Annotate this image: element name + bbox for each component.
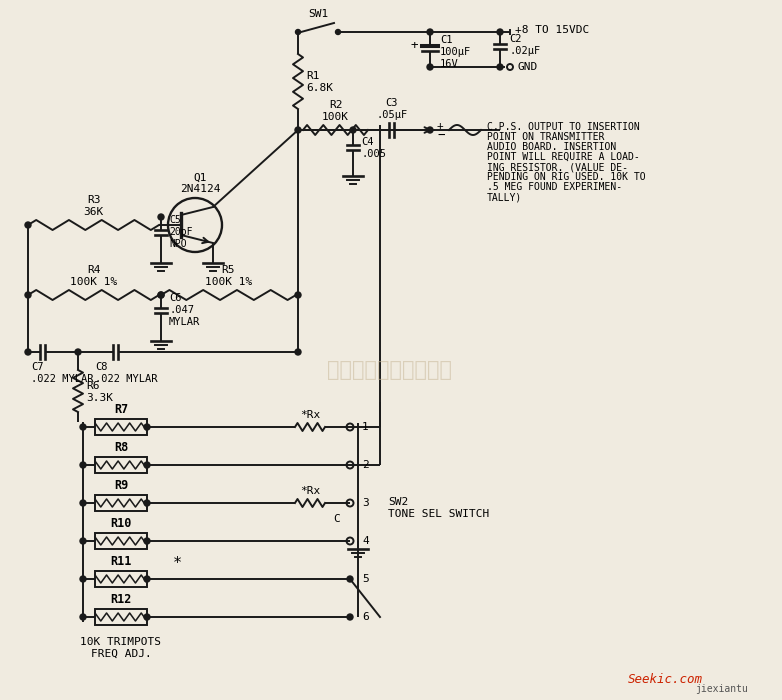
Bar (95, 533, 147, 549)
Text: 6: 6 (362, 612, 369, 622)
Bar (95, 457, 147, 473)
Text: R6
3.3K: R6 3.3K (86, 382, 113, 402)
Circle shape (25, 222, 31, 228)
Text: GND: GND (517, 62, 537, 72)
Circle shape (25, 349, 31, 355)
Text: R2
100K: R2 100K (322, 100, 349, 122)
Circle shape (296, 29, 300, 34)
Text: 3: 3 (362, 498, 369, 508)
Circle shape (144, 576, 150, 582)
Text: SW2
TONE SEL SWITCH: SW2 TONE SEL SWITCH (388, 497, 490, 519)
Text: R3
36K: R3 36K (84, 195, 104, 217)
Circle shape (295, 292, 301, 298)
Circle shape (80, 576, 86, 582)
Text: *Rx: *Rx (300, 410, 321, 420)
Text: *: * (173, 556, 181, 571)
Bar (95, 495, 147, 511)
Text: R8: R8 (114, 441, 128, 454)
Circle shape (350, 127, 356, 133)
Text: R12: R12 (110, 593, 131, 606)
Text: PENDING ON RIG USED. 10K TO: PENDING ON RIG USED. 10K TO (487, 172, 646, 182)
Text: C1
100μF
16V: C1 100μF 16V (440, 36, 472, 69)
Text: C.P.S. OUTPUT TO INSERTION: C.P.S. OUTPUT TO INSERTION (487, 122, 640, 132)
Circle shape (80, 538, 86, 544)
Text: ING RESISTOR. (VALUE DE-: ING RESISTOR. (VALUE DE- (487, 162, 628, 172)
Bar (95, 571, 147, 587)
Text: AUDIO BOARD. INSERTION: AUDIO BOARD. INSERTION (487, 142, 616, 152)
Text: R4
100K 1%: R4 100K 1% (70, 265, 117, 287)
Circle shape (144, 424, 150, 430)
Text: *Rx: *Rx (300, 486, 321, 496)
Text: C7
.022 MYLAR: C7 .022 MYLAR (31, 362, 94, 384)
Circle shape (158, 214, 164, 220)
Circle shape (80, 462, 86, 468)
Circle shape (158, 292, 164, 298)
Text: 5: 5 (362, 574, 369, 584)
Text: R10: R10 (110, 517, 131, 530)
Circle shape (25, 292, 31, 298)
Text: 1: 1 (362, 422, 369, 432)
Text: POINT WILL REQUIRE A LOAD-: POINT WILL REQUIRE A LOAD- (487, 152, 640, 162)
Text: R7: R7 (114, 403, 128, 416)
Text: R11: R11 (110, 555, 131, 568)
Circle shape (295, 127, 301, 133)
Text: 10K TRIMPOTS
FREQ ADJ.: 10K TRIMPOTS FREQ ADJ. (81, 637, 162, 659)
Circle shape (144, 462, 150, 468)
Text: TALLY): TALLY) (487, 192, 522, 202)
Circle shape (427, 29, 433, 35)
Circle shape (144, 500, 150, 506)
Bar (95, 609, 147, 625)
Text: 2: 2 (362, 460, 369, 470)
Text: +: + (437, 121, 443, 131)
Text: 杭州将睐科技有限公司: 杭州将睐科技有限公司 (328, 360, 453, 380)
Circle shape (295, 349, 301, 355)
Bar (95, 419, 147, 435)
Circle shape (347, 576, 353, 582)
Text: R9: R9 (114, 479, 128, 492)
Text: Q1
2N4124: Q1 2N4124 (180, 172, 221, 194)
Text: C8
.022 MYLAR: C8 .022 MYLAR (95, 362, 157, 384)
Circle shape (427, 64, 433, 70)
Circle shape (144, 614, 150, 620)
Text: R5
100K 1%: R5 100K 1% (205, 265, 252, 287)
Text: R1
6.8K: R1 6.8K (306, 71, 333, 93)
Circle shape (158, 292, 164, 298)
Text: C2
.02μF: C2 .02μF (509, 34, 540, 56)
Circle shape (144, 538, 150, 544)
Circle shape (80, 614, 86, 620)
Text: C4
.005: C4 .005 (361, 137, 386, 159)
Circle shape (497, 29, 503, 35)
Text: C: C (333, 514, 340, 524)
Text: +: + (411, 38, 418, 52)
Text: C3
.05μF: C3 .05μF (376, 99, 407, 120)
Text: 4: 4 (362, 536, 369, 546)
Circle shape (75, 349, 81, 355)
Circle shape (427, 127, 433, 133)
Circle shape (497, 64, 503, 70)
Circle shape (347, 614, 353, 620)
Circle shape (335, 29, 340, 34)
Text: C6
.047
MYLAR: C6 .047 MYLAR (169, 293, 200, 327)
Circle shape (80, 424, 86, 430)
Text: −: − (437, 129, 444, 141)
Text: jiexiantu: jiexiantu (695, 684, 748, 694)
Text: C5
20pF
NPO: C5 20pF NPO (169, 216, 192, 248)
Text: +8 TO 15VDC: +8 TO 15VDC (515, 25, 590, 35)
Text: Seekic.com: Seekic.com (628, 673, 703, 686)
Text: POINT ON TRANSMITTER: POINT ON TRANSMITTER (487, 132, 604, 142)
Text: SW1: SW1 (308, 9, 328, 19)
Text: .5 MEG FOUND EXPERIMEN-: .5 MEG FOUND EXPERIMEN- (487, 182, 622, 192)
Circle shape (80, 500, 86, 506)
